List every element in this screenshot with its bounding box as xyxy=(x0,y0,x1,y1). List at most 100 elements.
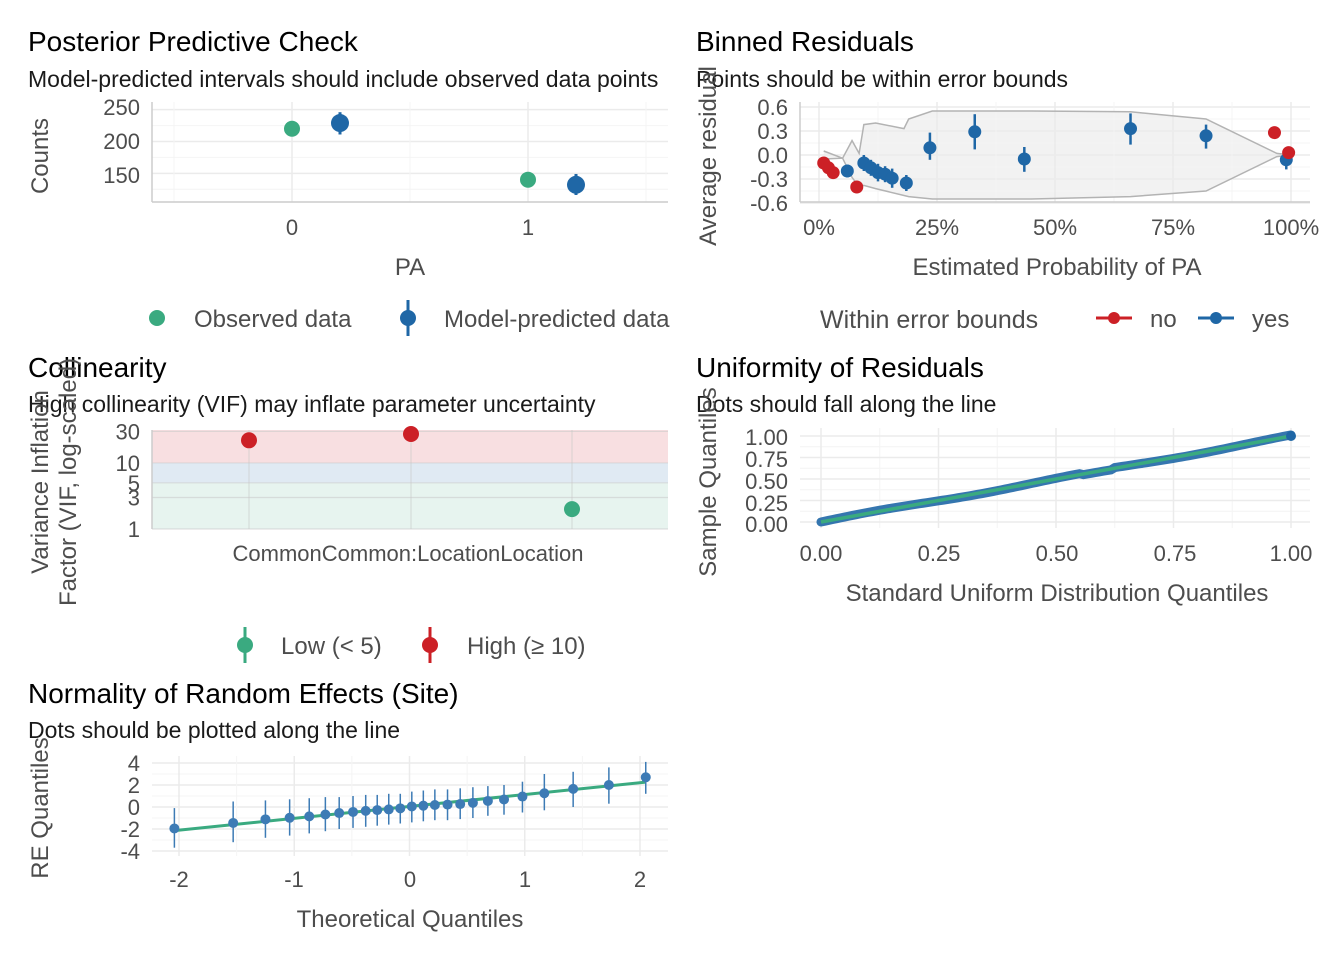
uniform-y-ticks: 1.00 0.75 0.50 0.25 0.00 xyxy=(745,425,788,537)
re-point xyxy=(499,794,510,805)
re-marks xyxy=(169,761,651,848)
vif-band-low xyxy=(152,482,668,529)
legend-no-key xyxy=(1108,312,1120,324)
binned-y-tick: 0.3 xyxy=(757,119,788,144)
ppc-predicted-point xyxy=(331,114,349,133)
binned-point xyxy=(1199,129,1213,143)
vif-x-tick-label: CommonCommon:LocationLocation xyxy=(233,541,584,566)
uniform-subtitle: Dots should fall along the line xyxy=(696,391,996,417)
vif-band-moderate xyxy=(152,462,668,483)
vif-point xyxy=(403,426,419,442)
re-x-tick: 0 xyxy=(404,867,416,892)
binned-y-tick: 0.6 xyxy=(757,95,788,120)
re-title: Normality of Random Effects (Site) xyxy=(28,678,459,709)
re-point xyxy=(228,817,239,828)
re-subtitle: Dots should be plotted along the line xyxy=(28,717,400,743)
vif-y-tick: 1 xyxy=(128,517,140,542)
binned-point xyxy=(1282,146,1296,160)
binned-title: Binned Residuals xyxy=(696,26,914,57)
binned-marks xyxy=(817,113,1296,194)
re-point xyxy=(429,800,440,811)
ppc-y-ticks: 250 200 150 xyxy=(103,95,140,188)
vif-point xyxy=(241,432,257,449)
panel-binned: Binned Residuals Points should be within… xyxy=(695,26,1319,334)
re-y-label: RE Quantiles xyxy=(27,737,54,878)
legend-observed-key xyxy=(149,310,165,326)
binned-point xyxy=(885,171,899,185)
vif-y-tick: 30 xyxy=(116,419,140,444)
uniform-y-tick: 0.00 xyxy=(745,512,788,537)
ppc-observed-point xyxy=(520,171,536,188)
re-y-tick: -4 xyxy=(120,839,140,864)
legend-observed-label: Observed data xyxy=(194,306,352,333)
re-point xyxy=(455,799,466,810)
ppc-y-tick: 250 xyxy=(103,95,140,120)
legend-high-key xyxy=(422,637,438,653)
uniform-y-tick: 0.75 xyxy=(745,447,788,472)
binned-y-ticks: 0.6 0.3 0.0 -0.3 -0.6 xyxy=(750,95,788,216)
uniform-y-tick: 0.50 xyxy=(745,469,788,494)
binned-x-tick: 0% xyxy=(803,215,835,240)
re-y-ticks: 4 2 0 -2 -4 xyxy=(120,751,140,864)
re-x-tick: 1 xyxy=(519,867,531,892)
binned-legend: Within error bounds no yes xyxy=(820,306,1289,334)
re-y-tick: -2 xyxy=(120,817,140,842)
binned-point xyxy=(1267,126,1281,140)
panel-random-effects: Normality of Random Effects (Site) Dots … xyxy=(27,678,668,933)
re-y-tick: 4 xyxy=(128,751,140,776)
re-x-tick: -2 xyxy=(169,867,189,892)
uniform-x-label: Standard Uniform Distribution Quantiles xyxy=(846,580,1269,607)
re-point xyxy=(360,805,371,816)
legend-low-label: Low (< 5) xyxy=(281,633,382,660)
panel-ppc: Posterior Predictive Check Model-predict… xyxy=(27,26,670,336)
binned-point xyxy=(850,180,864,194)
re-point xyxy=(320,809,331,820)
binned-y-tick: 0.0 xyxy=(757,143,788,168)
uniform-y-tick: 0.25 xyxy=(745,491,788,516)
binned-point xyxy=(968,125,982,139)
binned-point xyxy=(899,176,913,190)
vif-subtitle: High collinearity (VIF) may inflate para… xyxy=(28,391,596,417)
re-point xyxy=(482,795,493,806)
re-point xyxy=(395,803,406,814)
re-point xyxy=(383,804,394,815)
ppc-x-label: PA xyxy=(395,254,425,281)
re-point xyxy=(284,812,295,823)
re-point xyxy=(517,791,528,802)
re-point xyxy=(442,799,453,810)
binned-y-tick: -0.6 xyxy=(750,191,788,216)
ppc-marks xyxy=(284,112,585,195)
vif-y-label-line1: Variance Inflation xyxy=(27,390,54,574)
binned-point xyxy=(1017,152,1031,166)
uniform-reference-line xyxy=(820,434,1292,524)
uniform-marks xyxy=(816,430,1296,527)
re-point xyxy=(603,780,614,790)
binned-lower-bound xyxy=(823,150,1292,200)
uniform-x-tick: 0.25 xyxy=(918,541,961,566)
uniform-y-label: Sample Quantiles xyxy=(695,387,722,576)
re-point xyxy=(539,788,550,799)
binned-point xyxy=(923,141,937,155)
binned-point xyxy=(840,164,854,178)
binned-grid xyxy=(799,102,1310,204)
binned-y-tick: -0.3 xyxy=(750,167,788,192)
vif-y-label-line2: Factor (VIF, log-scaled) xyxy=(55,358,82,606)
binned-point xyxy=(826,166,840,180)
vif-x-tick: Location xyxy=(500,541,583,566)
ppc-title: Posterior Predictive Check xyxy=(28,26,359,57)
legend-yes-label: yes xyxy=(1252,306,1289,333)
legend-yes-key xyxy=(1210,312,1222,324)
panel-uniformity: Uniformity of Residuals Dots should fall… xyxy=(695,352,1312,607)
re-y-tick: 0 xyxy=(128,795,140,820)
re-point xyxy=(568,783,579,794)
binned-upper-bound xyxy=(823,110,1292,160)
re-point xyxy=(348,806,359,817)
re-point xyxy=(334,808,345,819)
vif-legend: Low (< 5) High (≥ 10) xyxy=(237,627,586,663)
uniform-y-tick: 1.00 xyxy=(745,425,788,450)
re-point xyxy=(169,823,180,834)
re-x-label: Theoretical Quantiles xyxy=(297,906,524,933)
binned-subtitle: Points should be within error bounds xyxy=(696,66,1068,92)
